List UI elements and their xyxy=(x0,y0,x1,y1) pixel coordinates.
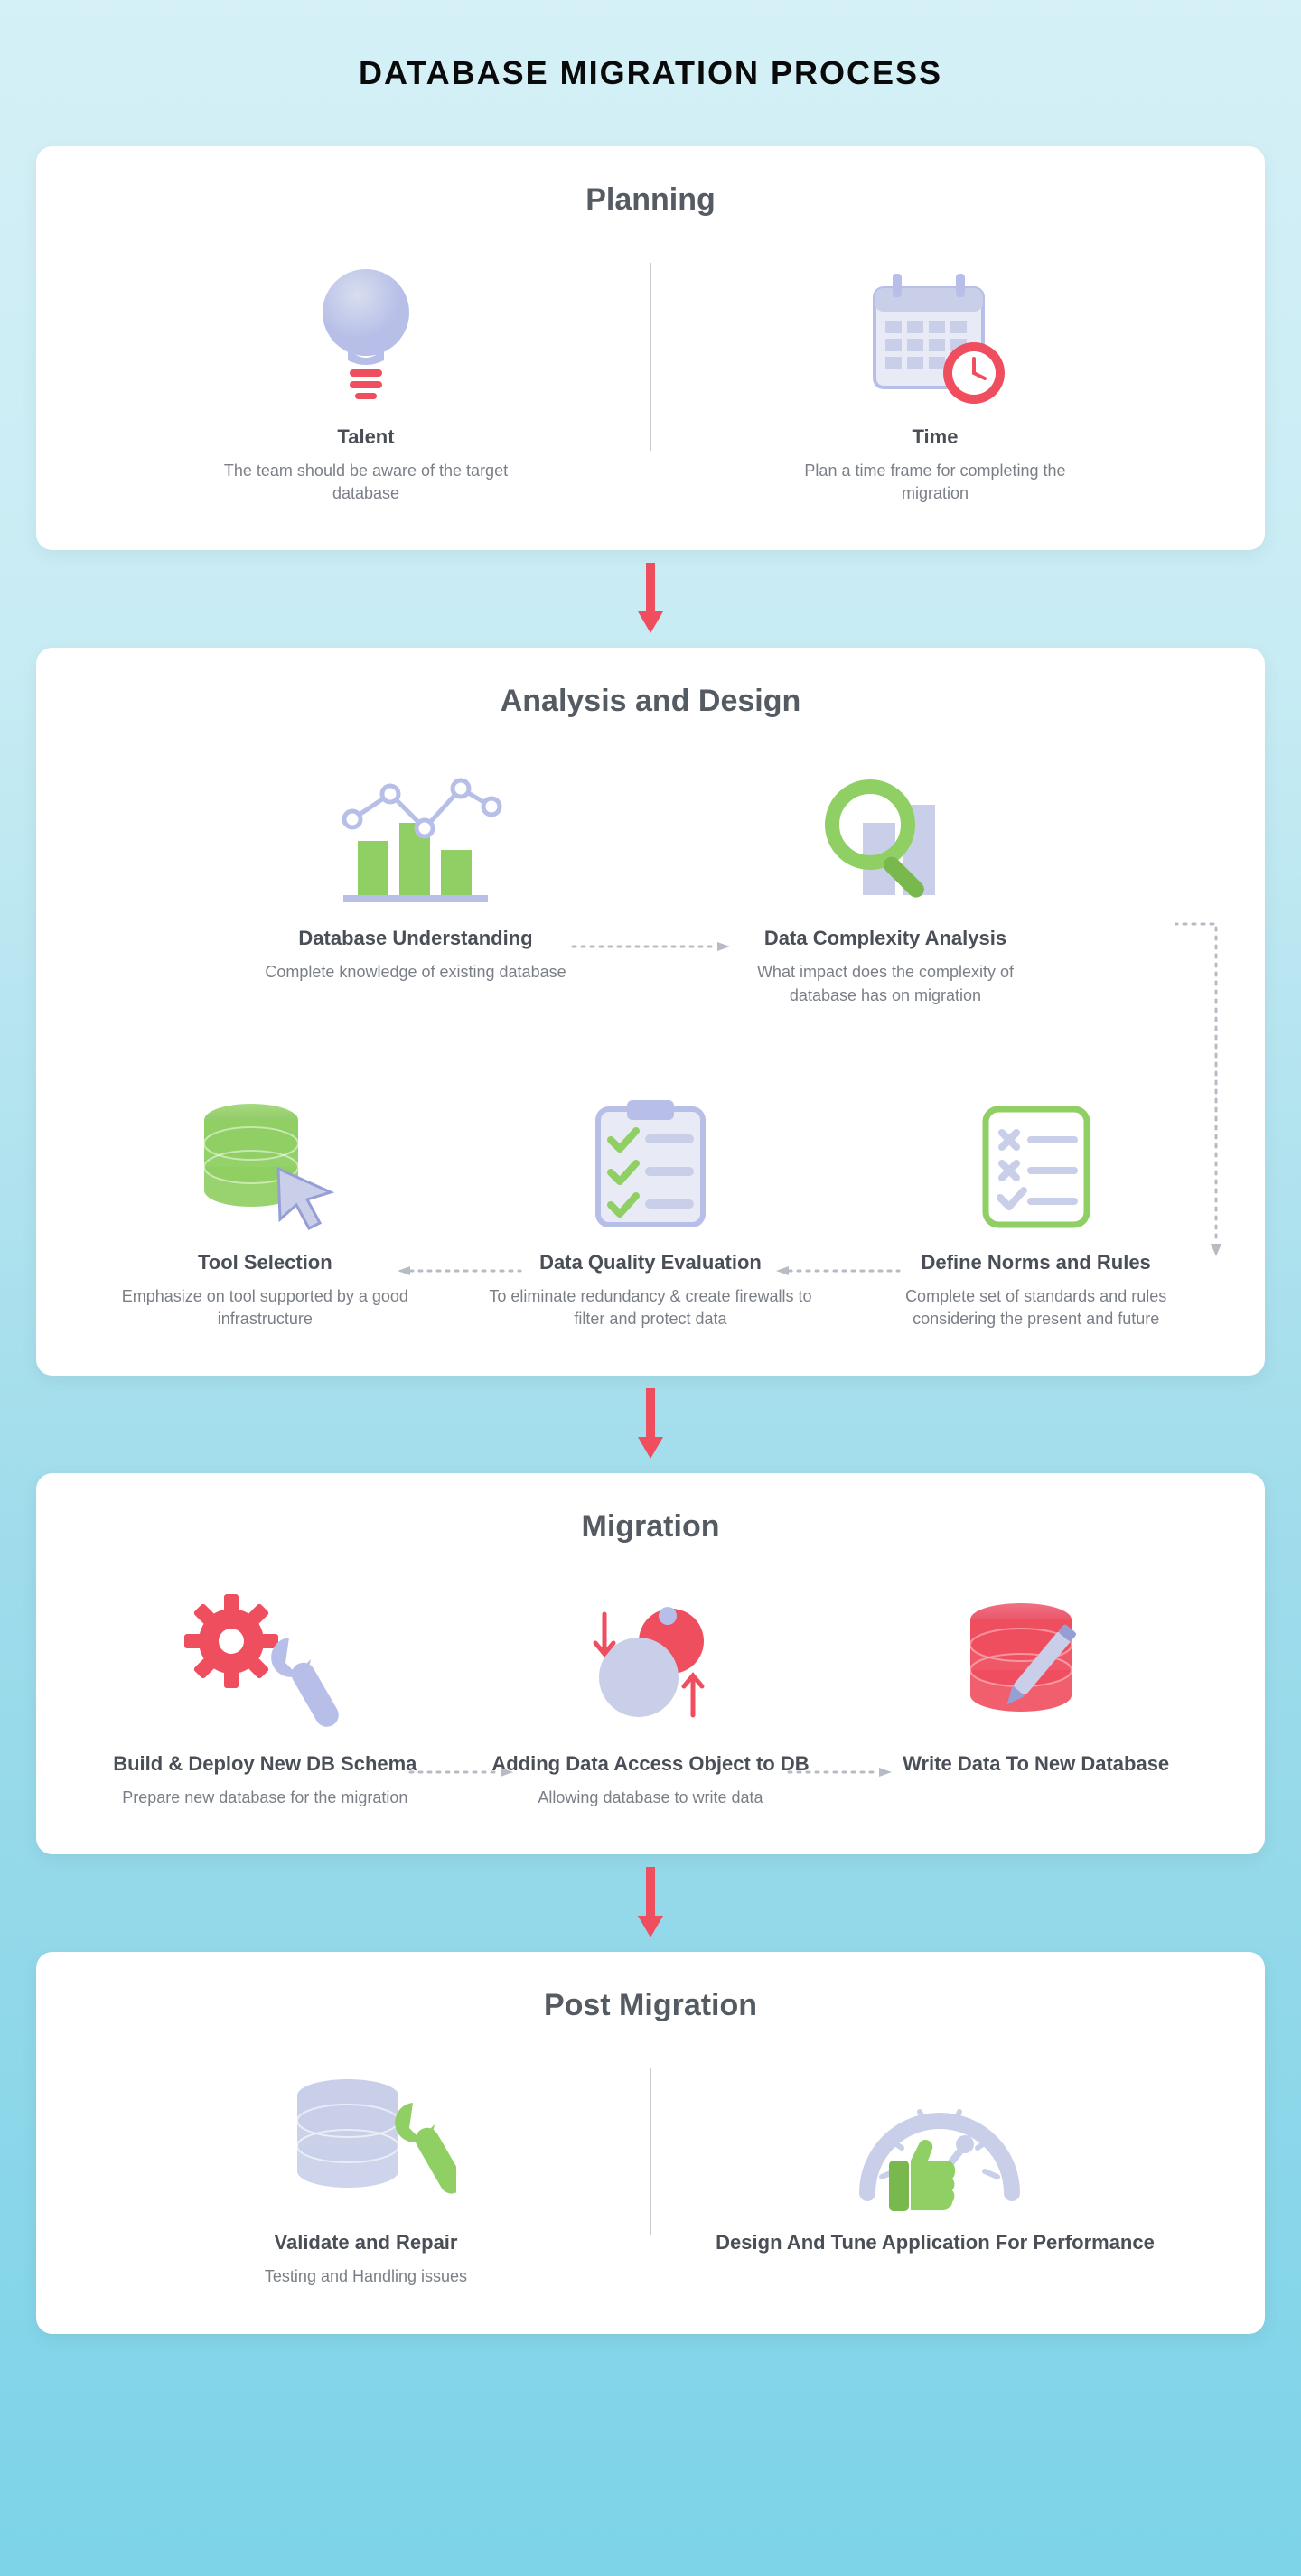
item-title: Talent xyxy=(117,425,614,449)
item-title: Data Quality Evaluation xyxy=(476,1251,826,1274)
card-title-planning: Planning xyxy=(81,182,1220,218)
card-title-analysis: Analysis and Design xyxy=(81,684,1220,719)
checklist-icon xyxy=(476,1079,826,1251)
item-desc: Plan a time frame for completing the mig… xyxy=(772,460,1098,505)
item-tool-selection: Tool Selection Emphasize on tool support… xyxy=(81,1079,449,1330)
item-title: Write Data To New Database xyxy=(861,1752,1211,1776)
lightbulb-icon xyxy=(117,254,614,425)
item-title: Adding Data Access Object to DB xyxy=(476,1752,826,1776)
database-cursor-icon xyxy=(90,1079,440,1251)
item-desc: Prepare new database for the migration xyxy=(102,1787,427,1809)
item-title: Tool Selection xyxy=(90,1251,440,1274)
calendar-clock-icon xyxy=(687,254,1184,425)
card-title-migration: Migration xyxy=(81,1509,1220,1545)
card-post: Post Migration Validate and Repair xyxy=(36,1952,1265,2333)
item-title: Validate and Repair xyxy=(117,2231,614,2254)
item-desc: Allowing database to write data xyxy=(488,1787,813,1809)
bar-chart-icon xyxy=(190,755,641,927)
dotted-connector xyxy=(1175,919,1229,1262)
dotted-arrow-left-2 xyxy=(776,1265,903,1277)
item-tune: Design And Tune Application For Performa… xyxy=(650,2059,1220,2288)
card-analysis: Analysis and Design Database Understandi… xyxy=(36,648,1265,1376)
arrow-down-3 xyxy=(36,1854,1265,1952)
item-title: Design And Tune Application For Performa… xyxy=(687,2231,1184,2254)
database-wrench-icon xyxy=(117,2059,614,2231)
item-title: Define Norms and Rules xyxy=(861,1251,1211,1274)
item-write: Write Data To New Database xyxy=(852,1581,1220,1809)
dotted-arrow-right-m1 xyxy=(407,1766,515,1778)
dotted-arrow-right-m2 xyxy=(785,1766,894,1778)
item-title: Build & Deploy New DB Schema xyxy=(90,1752,440,1776)
item-desc: Emphasize on tool supported by a good in… xyxy=(102,1285,427,1330)
divider xyxy=(650,263,651,451)
data-object-icon xyxy=(476,1581,826,1752)
arrow-down-1 xyxy=(36,550,1265,648)
item-schema: Build & Deploy New DB Schema Prepare new… xyxy=(81,1581,449,1809)
item-db-understanding: Database Understanding Complete knowledg… xyxy=(190,755,641,1006)
item-title: Time xyxy=(687,425,1184,449)
item-desc: What impact does the complexity of datab… xyxy=(723,961,1048,1006)
dotted-arrow-right-1 xyxy=(569,940,732,953)
database-pencil-icon xyxy=(861,1581,1211,1752)
rules-list-icon xyxy=(861,1079,1211,1251)
card-migration: Migration xyxy=(36,1473,1265,1854)
magnify-chart-icon xyxy=(660,755,1111,927)
card-planning: Planning Talent The team should be aware… xyxy=(36,146,1265,550)
item-desc: To eliminate redundancy & create firewal… xyxy=(488,1285,813,1330)
gauge-thumb-icon xyxy=(687,2059,1184,2231)
arrow-down-2 xyxy=(36,1376,1265,1473)
item-desc: The team should be aware of the target d… xyxy=(203,460,529,505)
item-quality: Data Quality Evaluation To eliminate red… xyxy=(467,1079,835,1330)
gear-wrench-icon xyxy=(90,1581,440,1752)
item-desc: Complete knowledge of existing database xyxy=(253,961,578,984)
card-title-post: Post Migration xyxy=(81,1988,1220,2023)
item-desc: Complete set of standards and rules cons… xyxy=(874,1285,1199,1330)
item-desc: Testing and Handling issues xyxy=(203,2265,529,2288)
item-time: Time Plan a time frame for completing th… xyxy=(650,254,1220,505)
page-title: DATABASE MIGRATION PROCESS xyxy=(36,54,1265,92)
dotted-arrow-left-1 xyxy=(398,1265,524,1277)
divider xyxy=(650,2068,651,2234)
item-norms: Define Norms and Rules Complete set of s… xyxy=(852,1079,1220,1330)
item-talent: Talent The team should be aware of the t… xyxy=(81,254,650,505)
item-validate: Validate and Repair Testing and Handling… xyxy=(81,2059,650,2288)
item-dao: Adding Data Access Object to DB Allowing… xyxy=(467,1581,835,1809)
item-complexity: Data Complexity Analysis What impact doe… xyxy=(660,755,1111,1006)
